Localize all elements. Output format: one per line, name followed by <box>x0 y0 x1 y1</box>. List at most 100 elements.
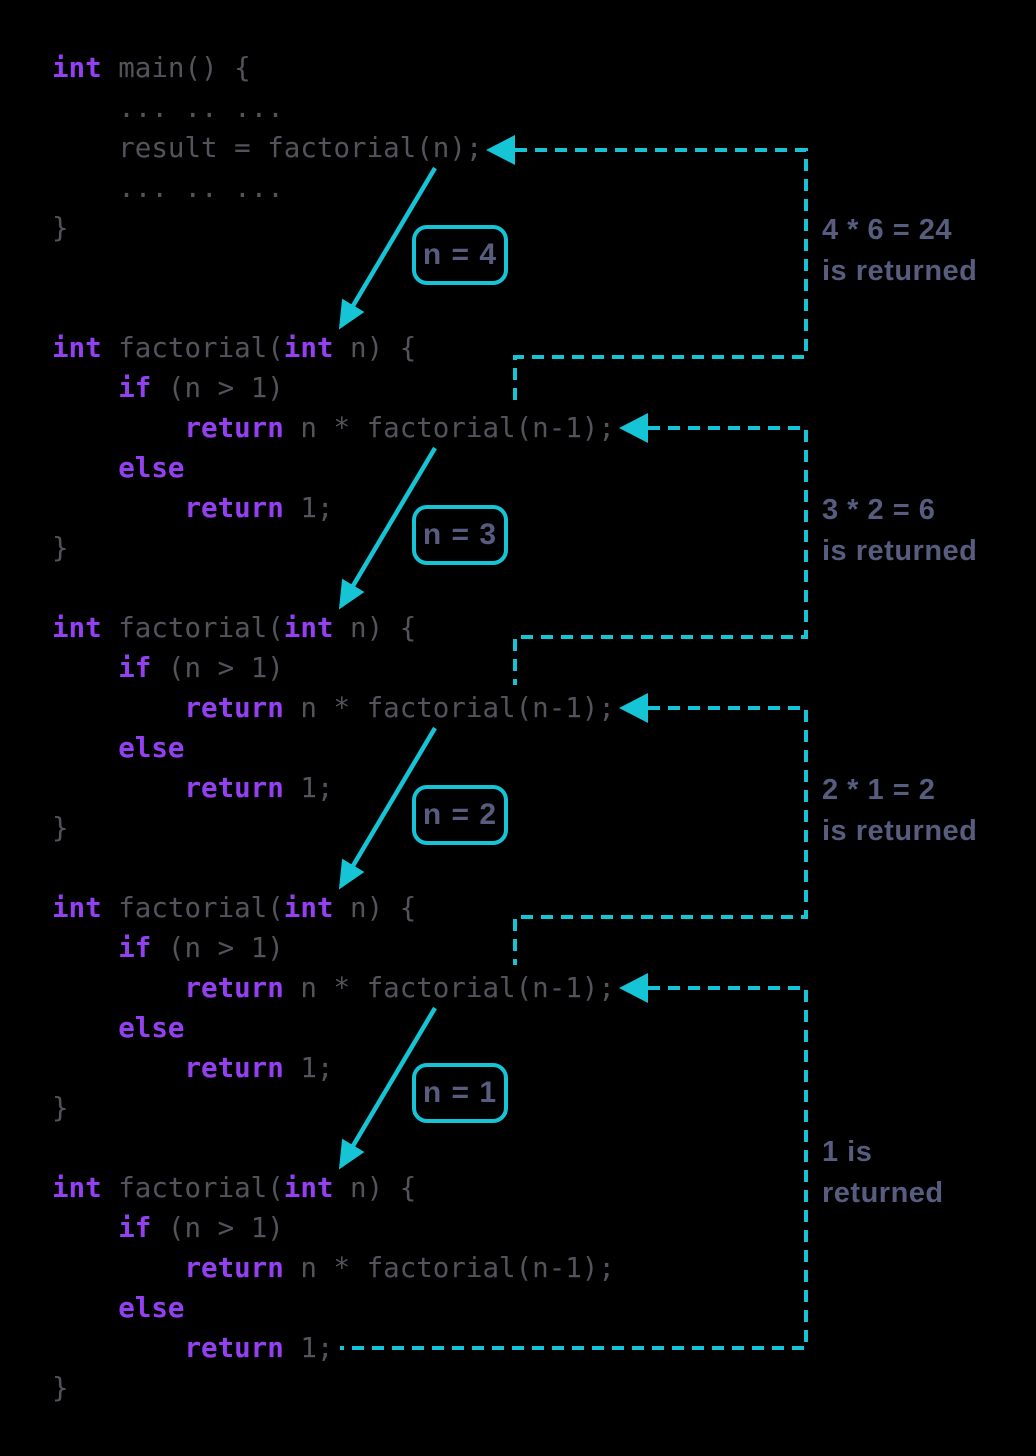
code-token: 1; <box>283 1052 334 1084</box>
code-line: if (n > 1) <box>52 368 615 408</box>
code-line: else <box>52 1008 615 1048</box>
code-line-call-site: result = factorial(n); <box>52 128 482 168</box>
code-token <box>52 972 184 1004</box>
code-line: } <box>52 1368 615 1408</box>
code-line: int factorial(int n) { <box>52 888 615 928</box>
keyword-token: if <box>118 1212 152 1244</box>
code-line: int factorial(int n) { <box>52 608 615 648</box>
keyword-token: else <box>118 1292 185 1324</box>
code-token <box>52 492 184 524</box>
n-value-badge-2: n = 2 <box>412 785 508 845</box>
code-line: if (n > 1) <box>52 1208 615 1248</box>
keyword-token: if <box>118 932 152 964</box>
return-value-line: 2 * 1 = 2 <box>822 774 936 806</box>
code-token: factorial( <box>101 1172 284 1204</box>
code-line: else <box>52 728 615 768</box>
code-token <box>52 1252 184 1284</box>
code-token: 1; <box>283 492 334 524</box>
n-value-badge-1: n = 1 <box>412 1063 508 1123</box>
code-line: } <box>52 1088 615 1128</box>
keyword-token: return <box>184 1332 284 1364</box>
code-token <box>52 652 118 684</box>
code-token <box>52 452 118 484</box>
return-arrowhead-f2 <box>619 693 648 723</box>
code-line: else <box>52 448 615 488</box>
code-line: if (n > 1) <box>52 648 615 688</box>
code-token: n) { <box>333 892 417 924</box>
code-line: int factorial(int n) { <box>52 1168 615 1208</box>
code-token: n) { <box>333 612 417 644</box>
keyword-token: int <box>52 892 102 924</box>
keyword-token: int <box>52 612 102 644</box>
keyword-token: return <box>184 772 284 804</box>
code-token: ... .. ... <box>52 172 284 204</box>
n-value-badge-3: n = 3 <box>412 505 508 565</box>
code-line: int main() { <box>52 48 482 88</box>
return-value-line: 4 * 6 = 24 <box>822 214 952 246</box>
n-value-badge-4: n = 4 <box>412 225 508 285</box>
keyword-token: else <box>118 452 185 484</box>
code-token: n * factorial(n-1); <box>283 412 615 444</box>
keyword-token: int <box>52 1172 102 1204</box>
code-token: } <box>52 532 69 564</box>
return-value-line: 3 * 2 = 6 <box>822 494 936 526</box>
code-token: factorial( <box>101 892 284 924</box>
keyword-token: return <box>184 492 284 524</box>
code-token: factorial( <box>101 332 284 364</box>
code-line: int factorial(int n) { <box>52 328 615 368</box>
code-line-recursive-return: return n * factorial(n-1); <box>52 968 615 1008</box>
code-token: n * factorial(n-1); <box>283 972 615 1004</box>
return-value-label-1: 1 is returned <box>822 1132 944 1214</box>
code-token: (n > 1) <box>151 372 284 404</box>
code-token: result = factorial(n); <box>52 132 483 164</box>
code-token: } <box>52 1372 69 1404</box>
code-block-factorial-n3: int factorial(int n) { if (n > 1) return… <box>52 608 615 848</box>
code-token: (n > 1) <box>151 652 284 684</box>
code-token: n) { <box>333 332 417 364</box>
code-token <box>52 1012 118 1044</box>
keyword-token: int <box>283 1172 334 1204</box>
code-line-recursive-return: return n * factorial(n-1); <box>52 688 614 728</box>
keyword-token: return <box>184 412 284 444</box>
code-token <box>52 372 118 404</box>
keyword-token: else <box>118 732 185 764</box>
keyword-token: if <box>118 372 152 404</box>
code-line: return 1; <box>52 768 615 808</box>
keyword-token: return <box>184 692 284 724</box>
code-token: n) { <box>333 1172 417 1204</box>
code-token <box>52 1292 118 1324</box>
return-arrowhead-main <box>486 135 515 165</box>
return-value-label-2: 2 * 1 = 2 is returned <box>822 770 977 852</box>
code-token: } <box>52 212 69 244</box>
code-line: } <box>52 808 615 848</box>
code-token <box>52 412 184 444</box>
code-block-main: int main() { ... .. ... result = factori… <box>52 48 482 248</box>
code-token: ... .. ... <box>52 92 284 124</box>
keyword-token: return <box>184 1052 284 1084</box>
return-value-line: is returned <box>822 535 978 567</box>
keyword-token: return <box>184 972 284 1004</box>
code-token: 1; <box>283 772 334 804</box>
code-line: return 1; <box>52 488 615 528</box>
keyword-token: int <box>52 52 102 84</box>
code-token <box>52 932 118 964</box>
code-line-base-return: return 1; <box>52 1328 615 1368</box>
code-block-factorial-n1: int factorial(int n) { if (n > 1) return… <box>52 1168 615 1408</box>
code-line-recursive-return: return n * factorial(n-1); <box>52 408 615 448</box>
code-token <box>52 1332 184 1364</box>
code-token: n * factorial(n-1); <box>283 1252 615 1284</box>
code-token: } <box>52 812 69 844</box>
code-token <box>52 732 118 764</box>
code-line: } <box>52 528 615 568</box>
return-value-line: is returned <box>822 255 978 287</box>
return-value-label-6: 3 * 2 = 6 is returned <box>822 490 977 572</box>
code-token: 1; <box>283 1332 334 1364</box>
keyword-token: int <box>283 332 334 364</box>
keyword-token: else <box>118 1012 185 1044</box>
code-token <box>52 692 184 724</box>
code-line: return 1; <box>52 1048 615 1088</box>
keyword-token: int <box>52 332 102 364</box>
code-token: (n > 1) <box>151 1212 284 1244</box>
code-token: (n > 1) <box>151 932 284 964</box>
code-block-factorial-n4: int factorial(int n) { if (n > 1) return… <box>52 328 615 568</box>
